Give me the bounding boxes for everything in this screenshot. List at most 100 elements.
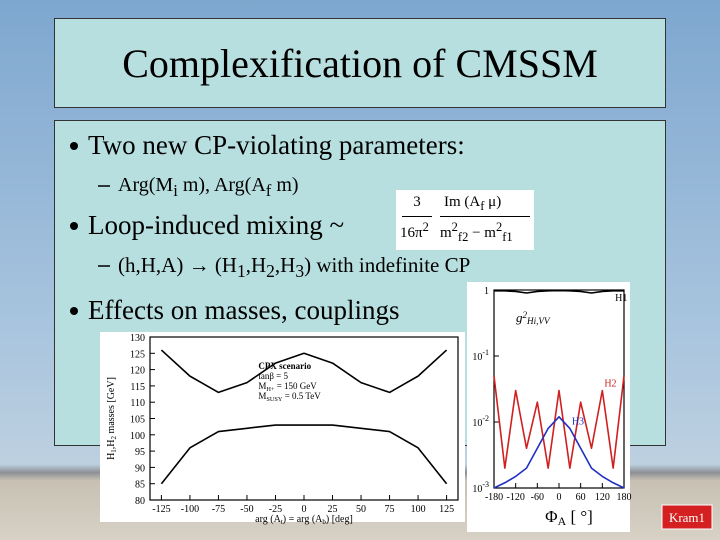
supscript: 2 xyxy=(495,220,503,234)
subscript: i xyxy=(534,316,537,326)
y-tick-label: 105 xyxy=(130,415,145,426)
footer: Kram1 xyxy=(669,510,705,525)
annotation: MH+ = 150 GeV xyxy=(258,381,317,393)
x-tick-label: -120 xyxy=(506,492,524,503)
tick-text: 10 xyxy=(472,484,482,495)
x-tick-label: 120 xyxy=(595,492,610,503)
series-line xyxy=(160,349,448,394)
y-tick-label: 120 xyxy=(130,366,145,377)
text-part: μ) xyxy=(484,194,502,210)
text-part: [ °] xyxy=(566,507,593,526)
bullet-text: Two new CP-violating parameters: xyxy=(88,130,465,160)
formula-part: 16π2 xyxy=(400,220,429,242)
text-part: Φ xyxy=(545,507,557,526)
bullet-text: Effects on masses, couplings xyxy=(88,295,400,325)
bullet xyxy=(70,222,78,230)
y-tick-label: 10-2 xyxy=(472,414,489,429)
supscript: 2 xyxy=(523,310,528,320)
formula-part: 3 xyxy=(413,194,421,210)
text-part: CPX scenario xyxy=(258,361,311,371)
text-part: m), Arg(A xyxy=(177,174,266,196)
y-axis-label: H1,H2 masses [GeV] xyxy=(106,377,118,460)
x-tick-label: -125 xyxy=(152,504,170,515)
plot-panel xyxy=(100,332,465,522)
subscript: 3 xyxy=(295,261,305,282)
x-tick-label: -100 xyxy=(181,504,199,515)
x-tick-label: 100 xyxy=(411,504,426,515)
text-part: H xyxy=(106,453,117,460)
series-label: H2 xyxy=(604,379,616,390)
subscript: A xyxy=(558,514,567,528)
subscript: b xyxy=(322,518,326,526)
series-line xyxy=(494,289,624,294)
x-tick-label: 25 xyxy=(328,504,338,515)
subscript: f2 xyxy=(457,230,469,244)
x-tick-label: 60 xyxy=(576,492,586,503)
text-part: m xyxy=(440,225,452,241)
tick-text: 10 xyxy=(472,418,482,429)
subscript: f1 xyxy=(502,230,513,244)
title: Complexification of CMSSM xyxy=(122,41,598,86)
text-part: M xyxy=(258,391,266,401)
x-tick-label: 50 xyxy=(356,504,366,515)
fraction-bar xyxy=(440,216,530,217)
y-tick-label: 125 xyxy=(130,349,145,360)
annotation: tanβ = 5 xyxy=(258,371,288,381)
subscript: 2 xyxy=(266,261,275,282)
text-part: = 0.5 TeV xyxy=(282,391,321,401)
formula-part: m2f2 − m2f1 xyxy=(440,220,513,245)
y-tick-label: 80 xyxy=(135,496,145,507)
x-tick-label: -60 xyxy=(531,492,544,503)
x-tick-label: 125 xyxy=(439,504,454,515)
subscript: SUSY xyxy=(266,396,283,403)
superscript: -3 xyxy=(482,480,489,489)
text-part: ) with indefinite CP xyxy=(304,253,471,277)
text-part: tanβ = 5 xyxy=(258,371,288,381)
text-part: Im (A xyxy=(444,194,481,210)
superscript: -2 xyxy=(482,414,489,423)
subscript: f xyxy=(265,181,272,200)
y-tick-label: 1 xyxy=(484,286,489,297)
formula: 3 16π2 Im (Af μ) m2f2 − m2f1 xyxy=(396,190,534,250)
bullet xyxy=(70,142,78,150)
series-line xyxy=(160,424,448,485)
x-tick-label: 0 xyxy=(557,492,562,503)
subscript: f xyxy=(480,199,485,213)
title-box xyxy=(54,18,666,108)
x-tick-label: 0 xyxy=(302,504,307,515)
text-part: ) [deg] xyxy=(326,514,353,525)
y-tick-label: 90 xyxy=(135,463,145,474)
text-part: (h,H,A) → (H xyxy=(118,253,237,277)
x-tick-label: -75 xyxy=(212,504,225,515)
sub-bullet: Arg(Mi m), Arg(Af m) xyxy=(118,174,299,201)
text-part: ,H xyxy=(106,439,117,449)
footer-box xyxy=(661,504,713,530)
y-tick-label: 100 xyxy=(130,431,145,442)
series-label: H3 xyxy=(572,416,584,427)
annotation: CPX scenario xyxy=(258,361,311,371)
text-part: g xyxy=(516,310,523,325)
text-part: ,H xyxy=(274,253,296,277)
subscript: i xyxy=(173,181,178,200)
text-part: arg (A xyxy=(255,514,281,525)
text-part: ) = arg (A xyxy=(283,514,323,525)
subscript: 1 xyxy=(110,449,118,453)
subscript: 1 xyxy=(236,261,246,282)
subscript: ,VV xyxy=(536,316,551,326)
x-tick-label: -50 xyxy=(240,504,253,515)
x-tick-label: 75 xyxy=(385,504,395,515)
y-tick-label: 10-1 xyxy=(472,348,489,363)
fraction-bar xyxy=(402,216,432,217)
y-tick-label: 85 xyxy=(135,480,145,491)
text-part: 16π xyxy=(400,225,423,241)
x-tick-label: 180 xyxy=(617,492,632,503)
text-part: ,H xyxy=(245,253,267,277)
x-axis-label: arg (At) = arg (Ab) [deg] xyxy=(255,514,353,526)
tick-text: 10 xyxy=(472,352,482,363)
subscript: t xyxy=(281,518,283,526)
subscript: H xyxy=(526,316,534,326)
text-part: masses [GeV] xyxy=(106,377,117,436)
x-tick-label: -180 xyxy=(485,492,503,503)
formula-part: Im (Af μ) xyxy=(444,194,501,214)
